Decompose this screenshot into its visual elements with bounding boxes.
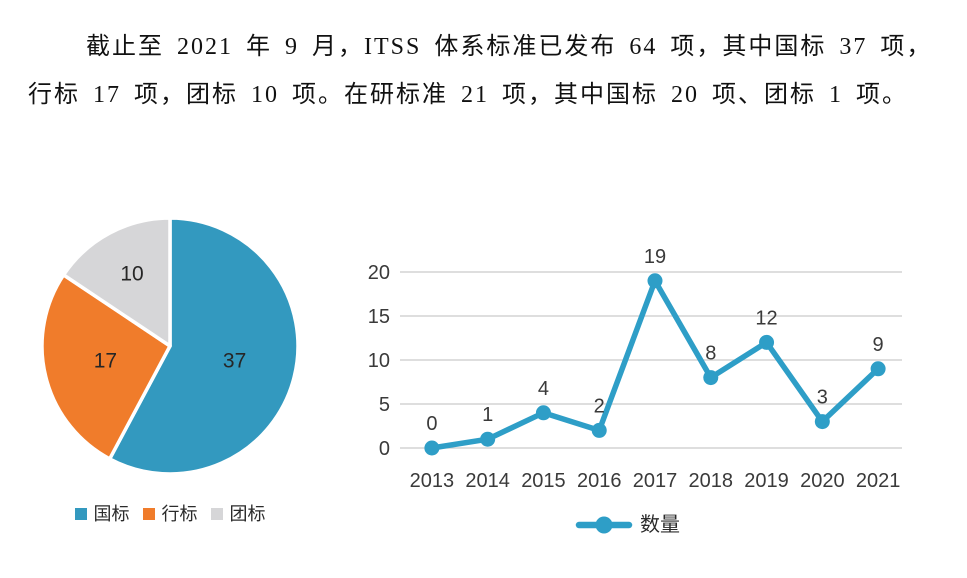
x-tick-label-2017: 2017 [633, 470, 678, 492]
pie-legend-item-0: 国标 [74, 504, 130, 524]
x-tick-label-2021: 2021 [856, 470, 901, 492]
y-tick-label-0: 0 [379, 438, 390, 460]
pie-slice-value-2: 10 [120, 262, 143, 285]
x-tick-label-2020: 2020 [800, 470, 845, 492]
y-tick-label-5: 5 [379, 394, 390, 416]
line-series-marker-icon [575, 516, 633, 534]
x-tick-label-2016: 2016 [577, 470, 622, 492]
y-tick-label-10: 10 [368, 350, 390, 372]
data-label-2019: 12 [755, 307, 777, 329]
data-label-2015: 4 [538, 378, 549, 400]
data-point-2013 [424, 440, 440, 456]
y-tick-label-20: 20 [368, 262, 390, 284]
data-point-2019 [759, 334, 775, 350]
x-tick-label-2013: 2013 [410, 470, 455, 492]
pie-slice-value-0: 37 [223, 350, 246, 373]
pie-legend-label: 国标 [93, 504, 130, 524]
data-label-2016: 2 [594, 395, 605, 417]
pie-legend-swatch-icon [74, 508, 87, 520]
x-tick-label-2014: 2014 [465, 470, 510, 492]
line-chart-legend: 数量 [575, 515, 680, 535]
pie-legend-item-1: 行标 [142, 504, 198, 524]
data-point-2014 [480, 431, 496, 447]
data-label-2017: 19 [644, 246, 666, 268]
data-label-2018: 8 [705, 343, 716, 365]
pie-chart-legend: 国标 行标 团标 [0, 505, 340, 523]
x-tick-label-2019: 2019 [744, 470, 789, 492]
paragraph-line-1: 截止至 2021 年 9 月，ITSS 体系标准已发布 64 项，其中国标 37… [86, 34, 933, 60]
pie-legend-label: 团标 [229, 504, 266, 524]
pie-slice-0 [107, 216, 300, 476]
pie-chart: 37 17 10 [40, 216, 300, 476]
data-point-2015 [535, 405, 551, 421]
data-point-2021 [870, 361, 886, 377]
series-line [429, 278, 881, 451]
data-label-2013: 0 [426, 413, 437, 435]
data-label-2021: 9 [873, 334, 884, 356]
x-tick-label-2018: 2018 [689, 470, 734, 492]
data-point-2020 [814, 414, 830, 430]
line-series-label: 数量 [640, 514, 680, 536]
pie-legend-item-2: 团标 [210, 504, 266, 524]
data-point-2016 [591, 422, 607, 438]
pie-legend-swatch-icon [210, 508, 223, 520]
pie-legend-label: 行标 [161, 504, 198, 524]
data-point-2017 [647, 273, 663, 289]
pie-slice-value-1: 17 [94, 350, 117, 373]
data-label-2014: 1 [482, 404, 493, 426]
y-tick-label-15: 15 [368, 306, 390, 328]
data-label-2020: 3 [817, 387, 828, 409]
data-point-2018 [703, 370, 719, 386]
pie-slice-2 [61, 216, 172, 348]
paragraph-line-2: 行标 17 项，团标 10 项。在研标准 21 项，其中国标 20 项、团标 1… [28, 82, 908, 108]
pie-slice-1 [40, 273, 172, 461]
pie-legend-swatch-icon [142, 508, 155, 520]
x-tick-label-2015: 2015 [521, 470, 566, 492]
